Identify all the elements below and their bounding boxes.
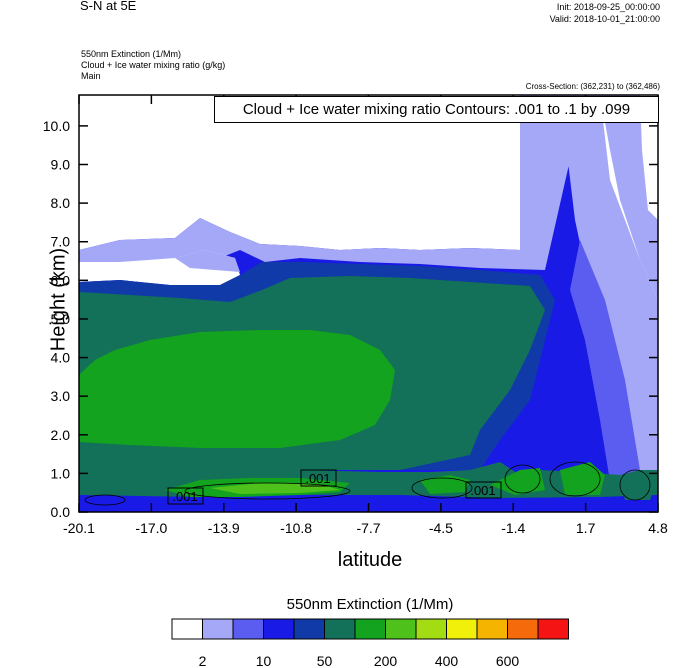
cross-section-info: Cross-Section: (362,231) to (362,486) [525, 82, 660, 91]
y-tick-label: 3.0 [51, 388, 71, 404]
x-tick-label: 1.7 [576, 520, 596, 536]
contour-info-box: Cloud + Ice water mixing ratio Contours:… [214, 96, 659, 123]
colorbar-label: 400 [435, 653, 459, 668]
contour-line [84, 494, 126, 506]
colorbar-swatch [293, 618, 325, 640]
y-axis-label: Height (km) [47, 247, 70, 352]
colorbar-swatch [507, 618, 539, 640]
plot-title: S-N at 5E [80, 0, 137, 13]
time-info: Init: 2018-09-25_00:00:00 Valid: 2018-10… [550, 1, 660, 25]
colorbar-label: 200 [374, 653, 398, 668]
y-tick-label: 9.0 [51, 157, 71, 173]
contour-labels: .001 .001 .001 [84, 461, 651, 506]
colorbar-swatch [171, 618, 203, 640]
y-tick-label: 0.0 [51, 504, 71, 520]
contour-label: .001 [470, 483, 495, 498]
y-tick-label: 2.0 [51, 427, 71, 443]
contour-line [184, 482, 351, 500]
contour-label: .001 [305, 471, 330, 486]
y-tick-label: 5.0 [51, 311, 71, 327]
contour-label-box [300, 469, 337, 487]
y-tick-label: 8.0 [51, 195, 71, 211]
contour-line [549, 461, 601, 497]
colorbar-title: 550nm Extinction (1/Mm) [286, 596, 454, 613]
y-tick-label: 10.0 [43, 118, 70, 134]
x-tick-label: 4.8 [648, 520, 668, 536]
colorbar: 2 10 50 200 400 600 [171, 618, 569, 668]
contour-line [504, 464, 541, 494]
colorbar-swatch [537, 618, 569, 640]
colorbar-swatch [354, 618, 386, 640]
contour-label-box [465, 481, 502, 499]
field-list: 550nm Extinction (1/Mm) Cloud + Ice wate… [81, 49, 225, 82]
x-tick-label: -13.9 [208, 520, 240, 536]
field-extinction: 550nm Extinction (1/Mm) [81, 49, 182, 59]
colorbar-swatch [232, 618, 264, 640]
field-mixing-ratio: Cloud + Ice water mixing ratio (g/kg) [81, 60, 226, 70]
colorbar-swatch [476, 618, 508, 640]
colorbar-swatch [324, 618, 356, 640]
x-tick-label: -17.0 [135, 520, 167, 536]
contour-line [411, 477, 473, 499]
axis-ticks: -20.1 -17.0 -13.9 -10.8 -7.7 -4.5 -1.4 1.7 4.8 0.… [43, 95, 668, 536]
colorbar-swatch [446, 618, 478, 640]
y-tick-label: 6.0 [51, 272, 71, 288]
y-tick-label: 7.0 [51, 234, 71, 250]
x-tick-label: -20.1 [63, 520, 95, 536]
x-axis-label: latitude [337, 549, 403, 571]
valid-time: Valid: 2018-10-01_21:00:00 [549, 14, 660, 24]
x-tick-label: -1.4 [501, 520, 525, 536]
colorbar-swatch [385, 618, 417, 640]
y-tick-label: 4.0 [51, 350, 71, 366]
x-tick-label: -4.5 [429, 520, 453, 536]
colorbar-swatch [263, 618, 295, 640]
y-tick-label: 1.0 [51, 465, 71, 481]
colorbar-label: 50 [317, 653, 333, 668]
colorbar-label: 10 [256, 653, 272, 668]
colorbar-label: 2 [199, 653, 207, 668]
contour-label: .001 [172, 489, 197, 504]
field-domain: Main [81, 71, 101, 81]
colorbar-swatch [202, 618, 234, 640]
colorbar-label: 600 [496, 653, 520, 668]
extinction-field [79, 95, 658, 512]
x-tick-label: -10.8 [280, 520, 312, 536]
init-time: Init: 2018-09-25_00:00:00 [556, 2, 660, 12]
colorbar-swatch [415, 618, 447, 640]
contour-line [619, 469, 651, 501]
x-tick-label: -7.7 [356, 520, 380, 536]
